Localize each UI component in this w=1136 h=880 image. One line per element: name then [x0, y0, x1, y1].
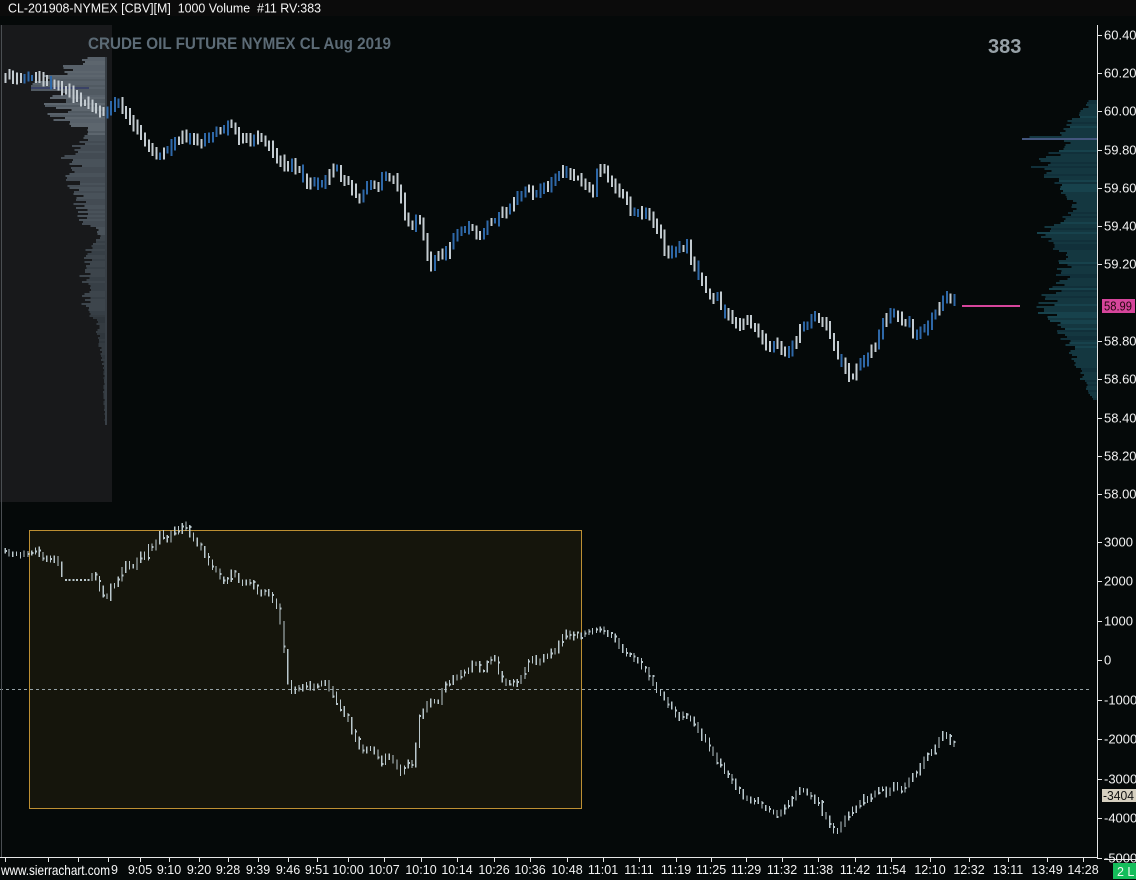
svg-text:12:32: 12:32 — [953, 863, 984, 877]
svg-text:11:54: 11:54 — [876, 863, 906, 877]
svg-text:59.80: 59.80 — [1104, 143, 1136, 158]
svg-text:60.40: 60.40 — [1104, 28, 1136, 43]
svg-text:11:29: 11:29 — [731, 863, 761, 877]
svg-text:58.20: 58.20 — [1104, 449, 1136, 464]
svg-text:11:32: 11:32 — [767, 863, 797, 877]
svg-text:9: 9 — [111, 863, 118, 877]
svg-text:11:11: 11:11 — [624, 863, 653, 877]
svg-text:12:10: 12:10 — [914, 863, 945, 877]
svg-text:9:51: 9:51 — [305, 863, 329, 877]
svg-text:58.60: 58.60 — [1104, 372, 1136, 387]
svg-text:9:20: 9:20 — [187, 863, 211, 877]
svg-text:10:10: 10:10 — [405, 863, 436, 877]
svg-text:11:19: 11:19 — [661, 863, 691, 877]
svg-text:2 L: 2 L — [1117, 865, 1134, 879]
svg-text:10:26: 10:26 — [478, 863, 509, 877]
svg-text:-2000: -2000 — [1104, 732, 1136, 747]
svg-text:1000: 1000 — [1104, 614, 1133, 629]
svg-text:3000: 3000 — [1104, 535, 1133, 550]
svg-text:11:42: 11:42 — [840, 863, 870, 877]
svg-text:60.00: 60.00 — [1104, 104, 1136, 119]
svg-text:-4000: -4000 — [1104, 811, 1136, 826]
svg-text:59.40: 59.40 — [1104, 219, 1136, 234]
svg-text:11:25: 11:25 — [696, 863, 726, 877]
svg-text:11:38: 11:38 — [803, 863, 833, 877]
svg-text:9:39: 9:39 — [246, 863, 270, 877]
svg-text:CRUDE OIL FUTURE NYMEX CL Aug: CRUDE OIL FUTURE NYMEX CL Aug 2019 — [88, 34, 391, 53]
svg-text:59.60: 59.60 — [1104, 181, 1136, 196]
svg-text:13:11: 13:11 — [993, 863, 1023, 877]
svg-text:2000: 2000 — [1104, 574, 1133, 589]
svg-text:0: 0 — [1104, 653, 1111, 668]
svg-text:59.20: 59.20 — [1104, 257, 1136, 272]
svg-text:14:28: 14:28 — [1067, 863, 1098, 877]
svg-text:58.99: 58.99 — [1104, 299, 1132, 314]
svg-text:-3000: -3000 — [1104, 772, 1136, 787]
svg-text:10:07: 10:07 — [368, 863, 399, 877]
svg-text:-3404: -3404 — [1103, 788, 1134, 803]
svg-text:CL-201908-NYMEX [CBV][M] 1000: CL-201908-NYMEX [CBV][M] 1000 Volume #11… — [8, 1, 321, 16]
svg-text:11:01: 11:01 — [588, 863, 618, 877]
svg-text:-1000: -1000 — [1104, 693, 1136, 708]
svg-text:www.sierrachart.com: www.sierrachart.com — [0, 862, 110, 878]
svg-text:9:10: 9:10 — [157, 863, 181, 877]
svg-text:9:05: 9:05 — [128, 863, 152, 877]
svg-text:10:36: 10:36 — [514, 863, 545, 877]
svg-text:58.00: 58.00 — [1104, 487, 1136, 502]
svg-text:58.40: 58.40 — [1104, 411, 1136, 426]
svg-text:9:28: 9:28 — [216, 863, 240, 877]
svg-text:-5000: -5000 — [1104, 851, 1136, 866]
svg-text:383: 383 — [988, 36, 1021, 58]
svg-text:9:46: 9:46 — [276, 863, 300, 877]
svg-text:10:00: 10:00 — [332, 863, 363, 877]
svg-text:10:48: 10:48 — [551, 863, 582, 877]
svg-text:10:14: 10:14 — [441, 863, 472, 877]
svg-text:13:49: 13:49 — [1031, 863, 1062, 877]
svg-text:58.80: 58.80 — [1104, 334, 1136, 349]
svg-text:60.20: 60.20 — [1104, 66, 1136, 81]
